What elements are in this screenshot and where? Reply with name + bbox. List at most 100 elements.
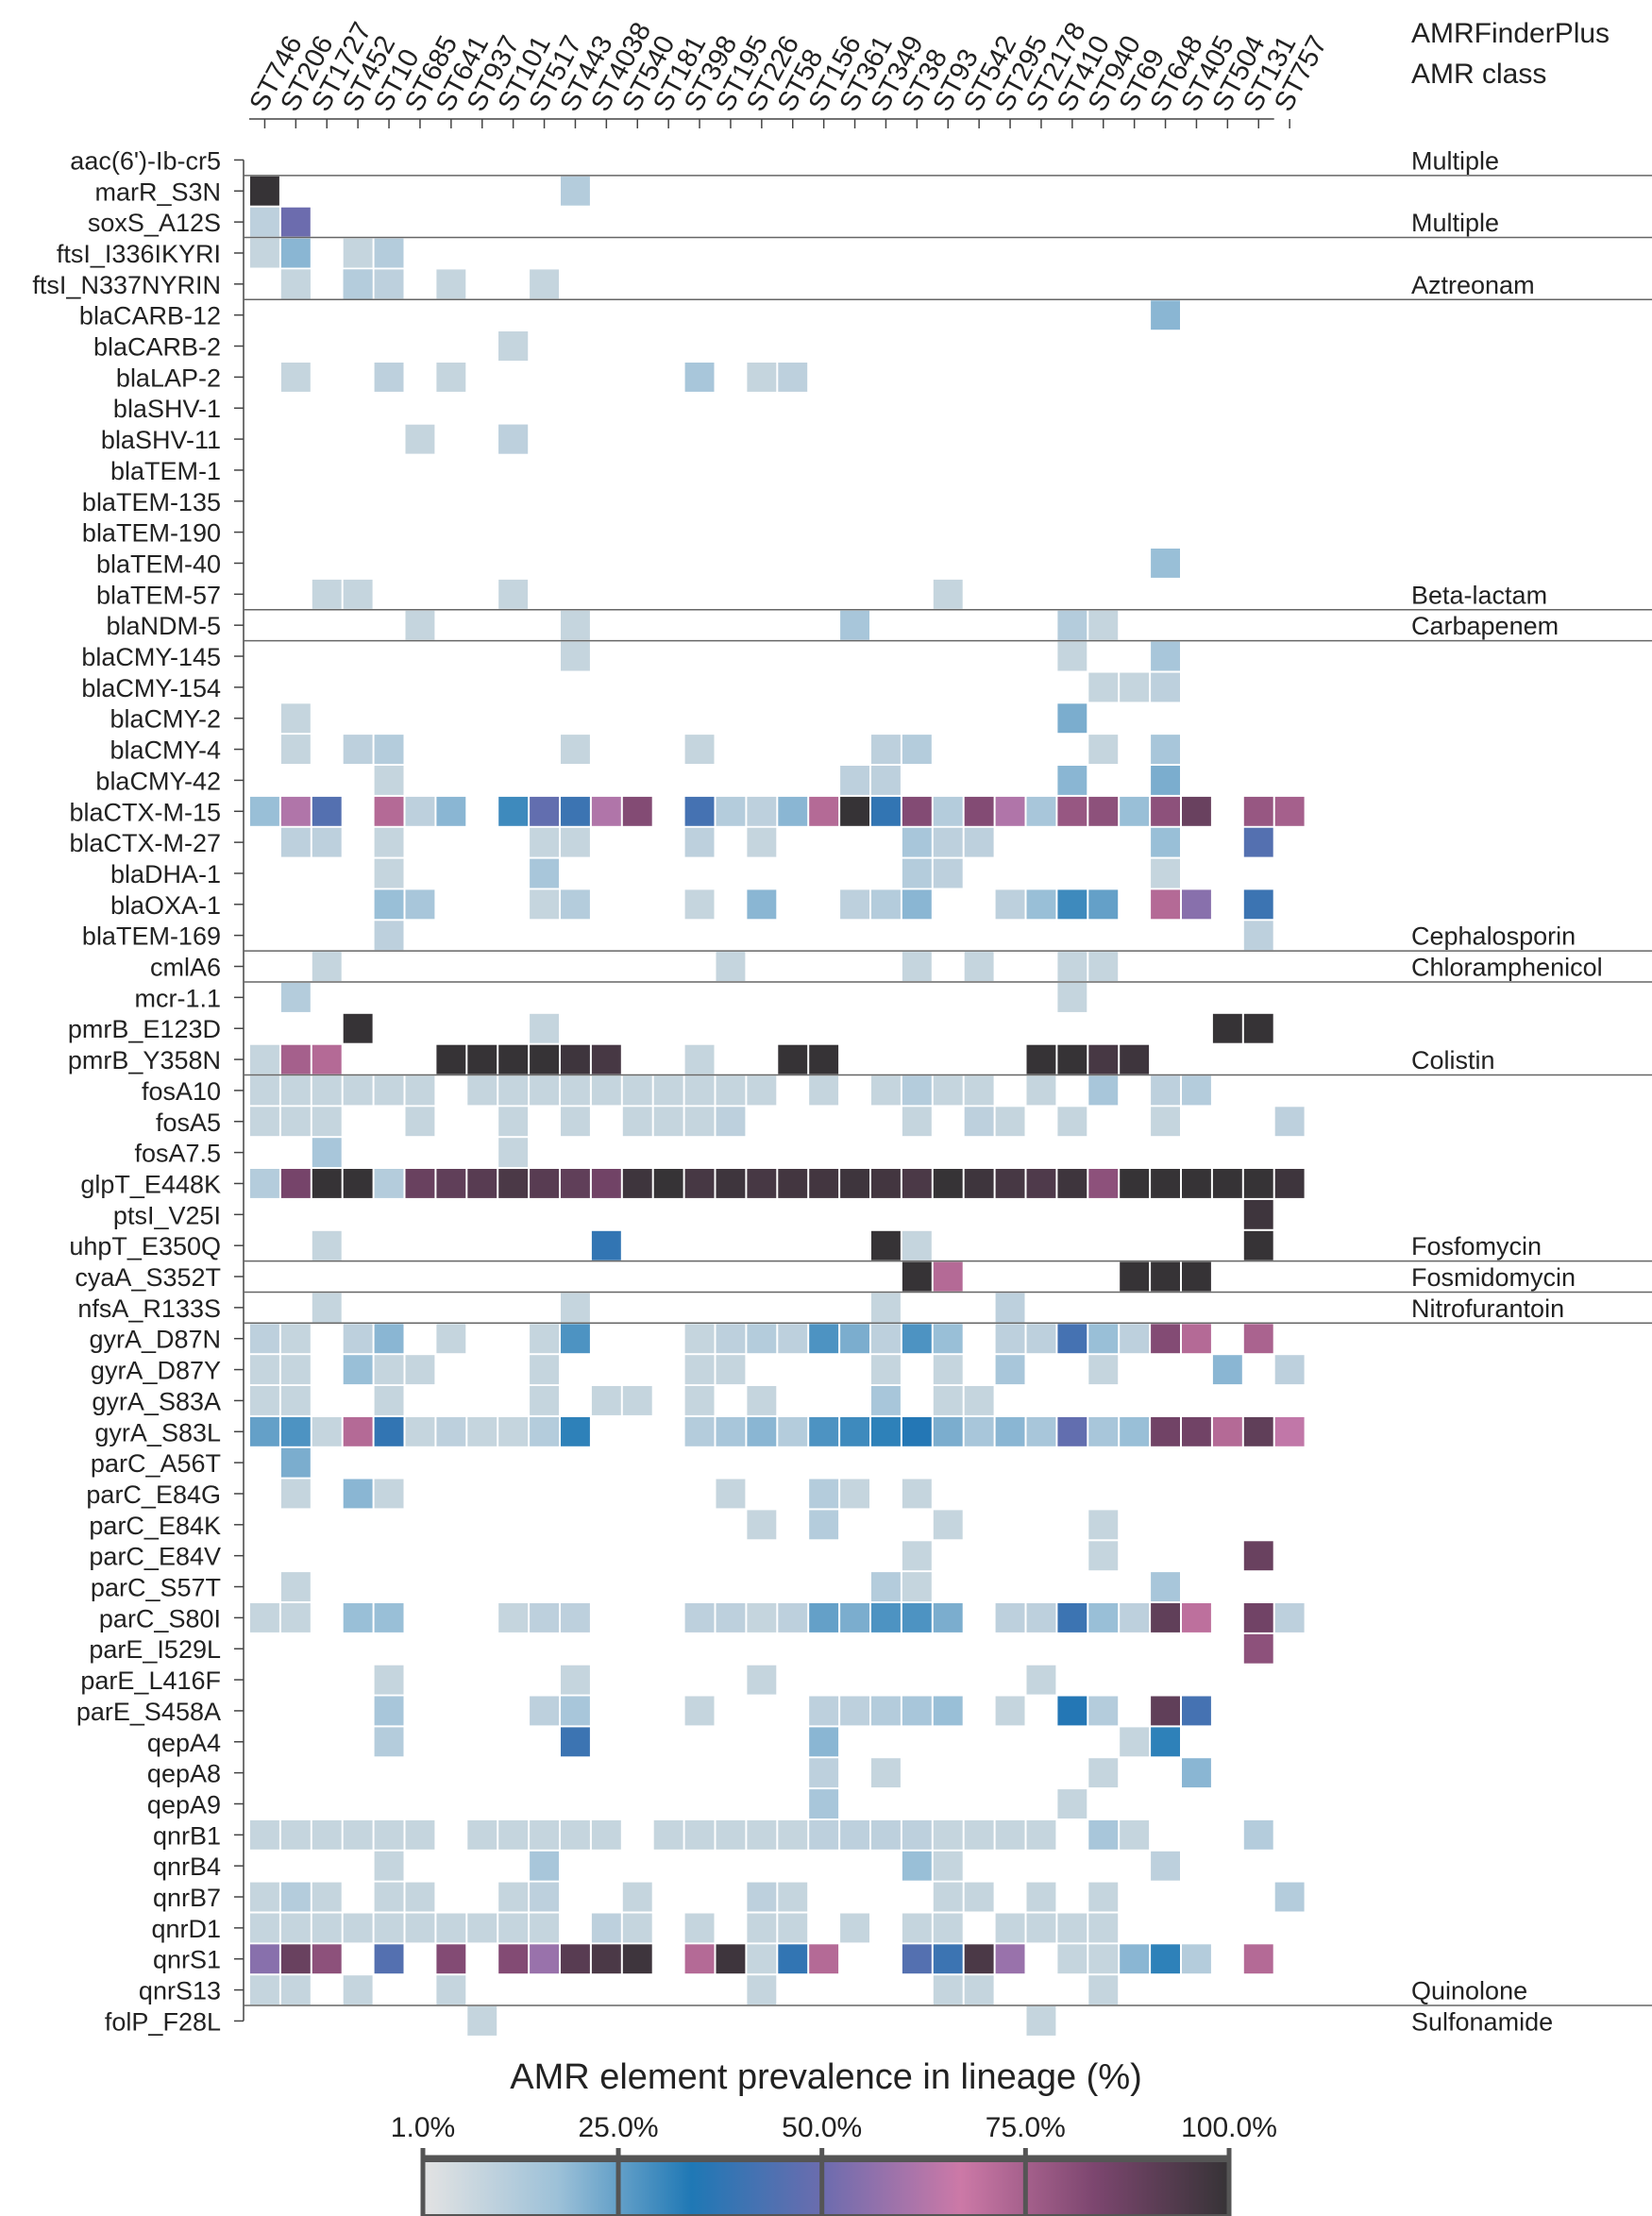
heatmap-cell: gyrA_D87N / ST93: 18%: [934, 1324, 963, 1353]
colorbar-tick-label: 25.0%: [578, 2112, 658, 2143]
heatmap-cell: fosA7.5 / ST1727: 15%: [312, 1138, 342, 1167]
heatmap-cell: fosA10 / ST1727: 8%: [312, 1076, 342, 1106]
row-label: blaSHV-11: [101, 426, 221, 454]
heatmap-cell: gyrA_D87N / ST517: 8%: [530, 1324, 559, 1353]
heatmap-cell: qnrD1 / ST295: 8%: [996, 1914, 1025, 1943]
heatmap-cell: glpT_E448K / ST101: 95%: [498, 1169, 528, 1198]
heatmap-cell: pmrB_Y358N / ST641: 100%: [436, 1045, 465, 1074]
row-label: parC_E84K: [89, 1512, 221, 1540]
heatmap-cell: gyrA_S83L / ST131: 90%: [1244, 1417, 1273, 1446]
heatmap-cell: blaCMY-4 / ST398: 8%: [685, 735, 715, 764]
heatmap-cell: fosA10 / ST452: 8%: [344, 1076, 373, 1106]
heatmap-cell: blaOXA-1 / ST38: 20%: [902, 889, 932, 919]
heatmap-cell: blaCTX-M-15 / ST648: 80%: [1151, 797, 1180, 826]
row-label: blaCARB-2: [93, 333, 221, 362]
heatmap-cell: parC_S80I / ST10: 18%: [375, 1603, 404, 1632]
heatmap-cell: glpT_E448K / ST641: 90%: [436, 1169, 465, 1198]
heatmap-cell: mcr-1.1 / ST410: 8%: [1057, 983, 1087, 1012]
heatmap-cell: gyrA_S83A / ST746: 8%: [250, 1386, 279, 1415]
heatmap-cell: blaCTX-M-15 / ST2178: 15%: [1027, 797, 1056, 826]
heatmap-cell: qnrB1 / ST206: 8%: [281, 1820, 311, 1850]
class-label: Aztreonam: [1411, 271, 1535, 299]
heatmap-cell: pmrB_E123D / ST131: 100%: [1244, 1014, 1273, 1043]
colorbar-tick-label: 100.0%: [1181, 2112, 1277, 2143]
heatmap-cell: blaCTX-M-27 / ST38: 15%: [902, 828, 932, 857]
heatmap-cell: qnrD1 / ST206: 8%: [281, 1914, 311, 1943]
row-label: qnrB1: [153, 1821, 221, 1850]
heatmap-cell: qnrB7 / ST517: 10%: [530, 1883, 559, 1912]
row-label: ftsI_N337NYRIN: [32, 271, 221, 299]
heatmap-cell: blaLAP-2 / ST206: 8%: [281, 363, 311, 392]
heatmap-cell: glpT_E448K / ST443: 90%: [561, 1169, 590, 1198]
heatmap-cell: blaLAP-2 / ST641: 8%: [436, 363, 465, 392]
heatmap-cell: cmlA6 / ST940: 8%: [1088, 952, 1118, 981]
heatmap-cell: qnrB7 / ST93: 8%: [934, 1883, 963, 1912]
heatmap-cell: qepA4 / ST443: 40%: [561, 1727, 590, 1756]
heatmap-cell: blaTEM-57 / ST452: 8%: [344, 580, 373, 609]
heatmap-cell: qnrB7 / ST746: 8%: [250, 1883, 279, 1912]
heatmap-cell: glpT_E448K / ST542: 98%: [965, 1169, 994, 1198]
heatmap-cell: uhpT_E350Q / ST38: 8%: [902, 1231, 932, 1260]
heatmap-cell: qnrS1 / ST1727: 80%: [312, 1944, 342, 1973]
heatmap-cell: qnrD1 / ST398: 8%: [685, 1914, 715, 1943]
heatmap-cell: glpT_E448K / ST295: 96%: [996, 1169, 1025, 1198]
heatmap-cell: fosA5 / ST295: 8%: [996, 1107, 1025, 1136]
heatmap-cell: pmrB_E123D / ST452: 100%: [344, 1014, 373, 1043]
heatmap-cell: glpT_E448K / ST405: 100%: [1182, 1169, 1211, 1198]
heatmap-cell: qnrB4 / ST10: 8%: [375, 1852, 404, 1881]
heatmap-cell: glpT_E448K / ST685: 88%: [406, 1169, 435, 1198]
heatmap-cell: blaTEM-57 / ST101: 8%: [498, 580, 528, 609]
heatmap-cell: parC_S57T / ST648: 15%: [1151, 1572, 1180, 1601]
heatmap-cell: qnrS1 / ST58: 38%: [778, 1944, 807, 1973]
row-label: cyaA_S352T: [75, 1263, 221, 1292]
class-label: Quinolone: [1411, 1977, 1527, 2005]
heatmap-cell: qnrB4 / ST517: 15%: [530, 1852, 559, 1881]
heatmap-cell: qnrB7 / ST1727: 8%: [312, 1883, 342, 1912]
class-label: Beta-lactam: [1411, 581, 1547, 609]
heatmap-cell: blaDHA-1 / ST517: 15%: [530, 859, 559, 888]
heatmap-cell: qnrS1 / ST226: 8%: [747, 1944, 776, 1973]
heatmap-cell: blaCTX-M-15 / ST542: 82%: [965, 797, 994, 826]
heatmap-cell: gyrA_D87N / ST58: 10%: [778, 1324, 807, 1353]
heatmap-cell: qepA9 / ST410: 8%: [1057, 1789, 1087, 1818]
row-label: parC_A56T: [91, 1449, 221, 1478]
colorbar-legend: 1.0% 25.0% 50.0% 75.0% 100.0%: [391, 2112, 1277, 2216]
heatmap-cell: gyrA_D87N / ST206: 8%: [281, 1324, 311, 1353]
class-label: Nitrofurantoin: [1411, 1294, 1564, 1323]
heatmap-cell: blaNDM-5 / ST410: 12%: [1057, 611, 1087, 640]
heatmap-cell: gyrA_D87N / ST38: 28%: [902, 1324, 932, 1353]
heatmap-cell: parE_S458A / ST410: 35%: [1057, 1697, 1087, 1726]
row-label: gyrA_D87N: [89, 1326, 221, 1354]
heatmap-cell: nfsA_R133S / ST295: 10%: [996, 1294, 1025, 1323]
heatmap-cell: qnrD1 / ST517: 8%: [530, 1914, 559, 1943]
row-label: parC_S80I: [99, 1604, 221, 1632]
heatmap-cell: parC_E84K / ST940: 8%: [1088, 1510, 1118, 1539]
heatmap-cell: pmrB_Y358N / ST443: 98%: [561, 1045, 590, 1074]
row-label: qepA9: [147, 1790, 221, 1818]
heatmap-cell: pmrB_Y358N / ST4038: 96%: [592, 1045, 621, 1074]
heatmap-cell: blaCTX-M-27 / ST648: 18%: [1151, 828, 1180, 857]
heatmap-cell: qnrS1 / ST295: 58%: [996, 1944, 1025, 1973]
heatmap-cell: blaTEM-57 / ST1727: 8%: [312, 580, 342, 609]
heatmap-cell: blaCTX-M-15 / ST410: 78%: [1057, 797, 1087, 826]
heatmap-cell: blaCMY-145 / ST648: 15%: [1151, 642, 1180, 671]
heatmap-cell: parC_S80I / ST349: 28%: [871, 1603, 901, 1632]
heatmap-cell: qnrB4 / ST648: 10%: [1151, 1852, 1180, 1881]
heatmap-cell: blaCTX-M-15 / ST746: 18%: [250, 797, 279, 826]
heatmap-cell: parC_S57T / ST206: 8%: [281, 1572, 311, 1601]
heatmap-cell: qnrS1 / ST648: 32%: [1151, 1944, 1180, 1973]
heatmap-cell: gyrA_S83L / ST93: 22%: [934, 1417, 963, 1446]
heatmap-cell: cyaA_S352T / ST93: 72%: [934, 1262, 963, 1292]
heatmap-cell: fosA10 / ST10: 8%: [375, 1076, 404, 1106]
amr-heatmap-figure: ST746ST206ST1727ST452ST10ST685ST641ST937…: [0, 0, 1652, 2216]
row-label: blaCMY-4: [110, 736, 221, 765]
heatmap-cell: qnrD1 / ST540: 8%: [623, 1914, 652, 1943]
row-label: ptsI_V25I: [113, 1201, 221, 1229]
heatmap-cell: qnrS1 / ST540: 98%: [623, 1944, 652, 1973]
heatmap-cell: uhpT_E350Q / ST131: 100%: [1244, 1231, 1273, 1260]
row-label: parC_E84G: [86, 1480, 221, 1509]
heatmap-cell: gyrA_S83L / ST226: 20%: [747, 1417, 776, 1446]
heatmap-cell: fosA10 / ST937: 8%: [467, 1076, 497, 1106]
heatmap-cell: glpT_E448K / ST937: 92%: [467, 1169, 497, 1198]
row-label: ftsI_I336IKYRI: [57, 240, 221, 268]
